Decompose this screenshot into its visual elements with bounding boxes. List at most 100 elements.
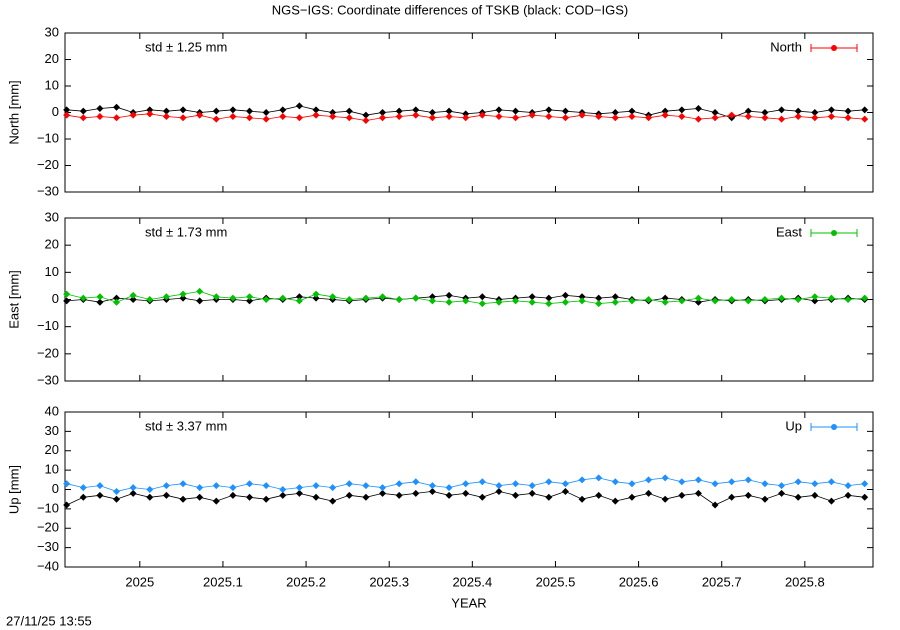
data-point (196, 484, 204, 492)
data-point (63, 290, 71, 298)
data-point (545, 493, 553, 501)
plot-frame (64, 411, 874, 568)
data-point (711, 109, 719, 116)
data-point (412, 478, 420, 486)
data-point (162, 107, 170, 115)
data-point (379, 109, 387, 116)
data-point (811, 114, 819, 122)
data-point (113, 298, 121, 306)
data-point (146, 493, 154, 501)
data-point (379, 484, 387, 492)
data-point (811, 491, 819, 499)
y-tick-label: 10 (45, 77, 59, 92)
data-point (678, 478, 686, 486)
data-point (495, 487, 503, 495)
data-point (162, 112, 170, 120)
data-point (545, 294, 553, 302)
data-point (778, 482, 786, 490)
data-point (113, 114, 121, 122)
data-point (561, 298, 569, 306)
data-point (279, 106, 287, 114)
x-tick-label: 2025.8 (785, 574, 825, 589)
data-point (661, 107, 669, 115)
data-point (412, 294, 420, 302)
data-point (694, 294, 702, 302)
data-point (312, 294, 320, 302)
y-tick-label: −30 (37, 372, 59, 387)
data-point (711, 114, 719, 122)
data-point (495, 482, 503, 490)
data-point (113, 495, 121, 503)
data-point (428, 109, 436, 116)
legend-marker (831, 230, 837, 236)
data-point (861, 480, 869, 488)
data-point (63, 480, 71, 488)
data-point (295, 114, 303, 122)
data-point (63, 106, 71, 114)
data-point (661, 298, 669, 306)
data-point (412, 111, 420, 119)
std-annotation: std ± 1.73 mm (145, 224, 227, 239)
data-point (329, 109, 337, 116)
data-point (196, 111, 204, 119)
data-point (412, 106, 420, 114)
data-point (63, 297, 71, 305)
data-point (794, 107, 802, 115)
data-point (545, 478, 553, 486)
data-point (428, 114, 436, 122)
data-point (362, 116, 370, 124)
data-point (694, 298, 702, 306)
x-tick-label: 2025.3 (369, 574, 409, 589)
data-point (462, 297, 470, 305)
y-tick-label: −30 (37, 539, 59, 554)
data-point (179, 106, 187, 114)
data-point (212, 115, 220, 123)
y-tick-label: −10 (37, 130, 59, 145)
data-point (279, 486, 287, 493)
data-point (761, 480, 769, 488)
data-point (545, 106, 553, 114)
data-point (362, 111, 370, 119)
y-tick-label: 0 (52, 291, 59, 306)
data-point (512, 491, 520, 499)
legend-marker (831, 424, 837, 430)
data-point (329, 484, 337, 492)
data-point (811, 293, 819, 301)
data-point (246, 493, 254, 501)
data-point (395, 107, 403, 115)
data-point (678, 491, 686, 499)
y-tick-label: −30 (37, 183, 59, 198)
data-point (129, 291, 137, 299)
y-axis-label: Up [mm] (6, 465, 21, 514)
data-point (129, 489, 137, 497)
data-point (146, 106, 154, 114)
data-point (595, 294, 603, 302)
data-point (794, 478, 802, 486)
data-point (578, 495, 586, 503)
data-point (212, 107, 220, 115)
data-point (428, 293, 436, 301)
x-tick-label: 2025.7 (702, 574, 742, 589)
data-point (345, 107, 353, 115)
data-point (445, 298, 453, 306)
data-point (246, 480, 254, 488)
y-tick-label: 20 (45, 51, 59, 66)
data-point (661, 474, 669, 482)
data-point (395, 480, 403, 488)
data-point (395, 491, 403, 499)
data-point (379, 489, 387, 497)
timestamp: 27/11/25 13:55 (6, 613, 92, 628)
x-tick-label: 2025.1 (203, 574, 243, 589)
data-point (528, 111, 536, 119)
x-tick-label: 2025 (125, 574, 154, 589)
data-point (645, 489, 653, 497)
data-point (63, 111, 71, 119)
data-point (794, 493, 802, 501)
data-point (561, 480, 569, 488)
data-point (262, 109, 270, 116)
y-tick-label: −20 (37, 345, 59, 360)
data-point (146, 486, 154, 493)
data-point (827, 106, 835, 114)
data-point (827, 294, 835, 302)
data-point (196, 493, 204, 501)
